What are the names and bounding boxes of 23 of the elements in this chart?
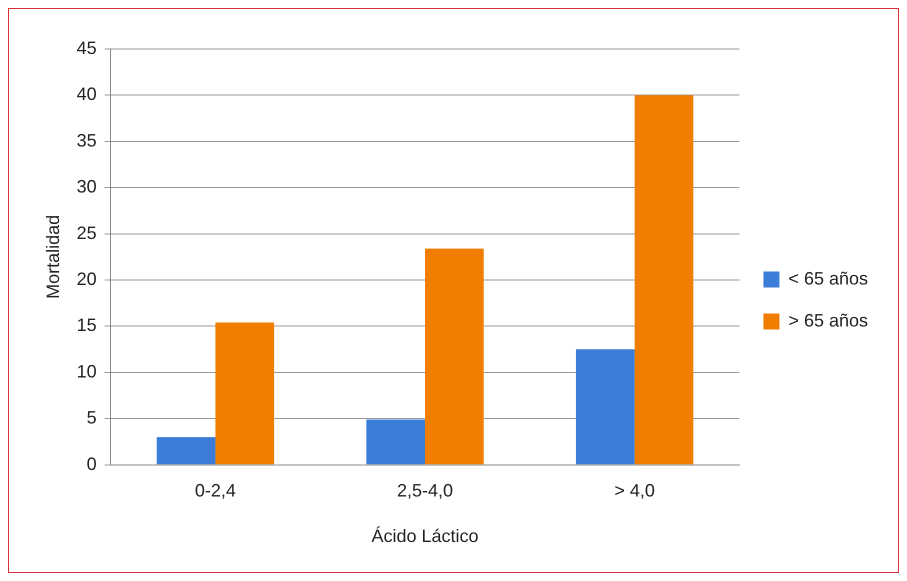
bar bbox=[576, 349, 635, 464]
y-axis-title: Mortalidad bbox=[42, 214, 63, 299]
y-tick-label: 45 bbox=[76, 38, 97, 58]
legend-label: > 65 años bbox=[788, 310, 868, 330]
bar bbox=[366, 420, 426, 464]
y-tick-label: 25 bbox=[76, 222, 97, 243]
y-tick-label: 35 bbox=[76, 130, 97, 150]
x-tick-label: 2,5-4,0 bbox=[397, 480, 454, 501]
bar bbox=[156, 437, 216, 464]
y-tick-label: 0 bbox=[86, 454, 97, 474]
bar bbox=[425, 248, 484, 464]
x-tick-label: > 4,0 bbox=[614, 480, 655, 501]
bar bbox=[215, 322, 274, 464]
x-axis-title: Ácido Láctico bbox=[371, 526, 479, 546]
legend-label: < 65 años bbox=[788, 268, 868, 288]
y-tick-label: 10 bbox=[76, 361, 97, 382]
y-tick-label: 20 bbox=[76, 268, 97, 289]
y-tick-label: 30 bbox=[76, 176, 97, 197]
y-tick-label: 5 bbox=[86, 408, 97, 428]
bar bbox=[634, 95, 694, 464]
y-tick-label: 15 bbox=[76, 315, 97, 336]
x-tick-label: 0-2,4 bbox=[194, 480, 236, 501]
y-tick-label: 40 bbox=[76, 84, 97, 104]
